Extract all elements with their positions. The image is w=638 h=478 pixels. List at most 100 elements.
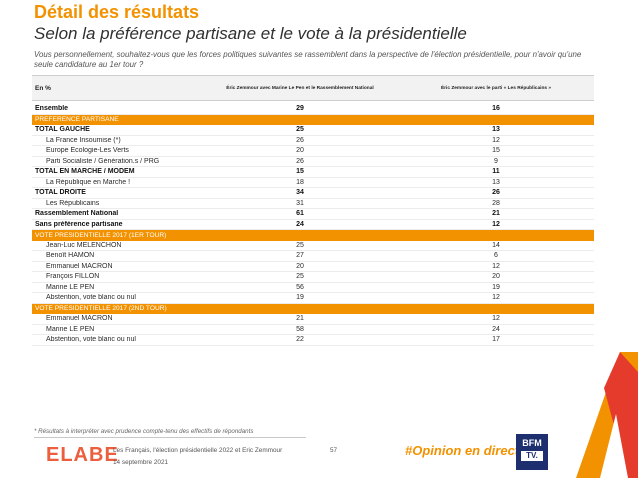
value-lr: 12 bbox=[492, 262, 500, 270]
value-lr: 12 bbox=[492, 220, 500, 228]
table-row: Parti Socialiste / Génération.s / PRG 26 9 bbox=[32, 157, 594, 167]
row-label: TOTAL DROITE bbox=[35, 189, 86, 197]
value-lr: 13 bbox=[492, 126, 500, 134]
value-lr: 26 bbox=[492, 189, 500, 197]
row-label: La France Insoumise (*) bbox=[46, 136, 121, 144]
table-row: Benoît HAMON 27 6 bbox=[32, 251, 594, 262]
row-label: Marine LE PEN bbox=[46, 283, 95, 291]
value-rn: 27 bbox=[296, 252, 304, 260]
footnote-divider bbox=[34, 437, 306, 438]
value-lr: 11 bbox=[492, 168, 500, 176]
table-body: Ensemble 29 16 PREFERENCE PARTISANE TOTAL GA… bbox=[32, 104, 594, 346]
row-label: VOTE PRESIDENTIELLE 2017 (1ER TOUR) bbox=[35, 231, 167, 239]
page-number: 57 bbox=[330, 447, 338, 454]
row-label: François FILLON bbox=[46, 273, 100, 281]
triangle-cutout-shape bbox=[600, 414, 628, 478]
row-label: Emmanuel MACRON bbox=[46, 262, 113, 270]
value-rn: 20 bbox=[296, 147, 304, 155]
value-rn: 24 bbox=[296, 220, 304, 228]
value-rn: 29 bbox=[296, 105, 304, 113]
value-rn: 58 bbox=[296, 325, 304, 333]
table-row: Emmanuel MACRON 20 12 bbox=[32, 262, 594, 272]
value-lr: 13 bbox=[492, 178, 500, 186]
value-lr: 28 bbox=[492, 199, 500, 207]
value-rn: 31 bbox=[296, 199, 304, 207]
section-header-row: PREFERENCE PARTISANE bbox=[32, 114, 594, 125]
row-label: Emmanuel MACRON bbox=[46, 315, 113, 323]
table-row: La République en Marche ! 18 13 bbox=[32, 178, 594, 188]
row-label: Sans préférence partisane bbox=[35, 220, 123, 228]
row-label: Abstention, vote blanc ou nul bbox=[46, 294, 136, 302]
footnote: * Résultats à interpréter avec prudence … bbox=[34, 428, 254, 435]
table-row: Abstention, vote blanc ou nul 22 17 bbox=[32, 335, 594, 346]
value-lr: 12 bbox=[492, 136, 500, 144]
value-rn: 61 bbox=[296, 210, 304, 218]
row-label: Marine LE PEN bbox=[46, 325, 95, 333]
value-rn: 25 bbox=[296, 273, 304, 281]
row-label: VOTE PRESIDENTIELLE 2017 (2ND TOUR) bbox=[35, 305, 167, 313]
column-header-rn: Éric Zemmour avec Marine Le Pen et le Ra… bbox=[226, 85, 374, 91]
table-row: Europe Ecologie-Les Verts 20 15 bbox=[32, 146, 594, 157]
value-rn: 25 bbox=[296, 126, 304, 134]
value-rn: 25 bbox=[296, 241, 304, 249]
value-rn: 22 bbox=[296, 336, 304, 344]
bfmtv-logo: BFM TV. bbox=[516, 434, 548, 470]
value-lr: 12 bbox=[492, 315, 500, 323]
table-row: TOTAL DROITE 34 26 bbox=[32, 188, 594, 199]
opinion-hashtag: #Opinion en direct bbox=[405, 443, 520, 458]
value-lr: 12 bbox=[492, 294, 500, 302]
row-label: Parti Socialiste / Génération.s / PRG bbox=[46, 157, 160, 165]
study-title: Les Français, l'élection présidentielle … bbox=[113, 447, 283, 454]
value-rn: 21 bbox=[296, 315, 304, 323]
value-rn: 15 bbox=[296, 168, 304, 176]
table-row: La France Insoumise (*) 26 12 bbox=[32, 136, 594, 146]
table-row: Jean-Luc MELENCHON 25 14 bbox=[32, 241, 594, 251]
table-row: TOTAL GAUCHE 25 13 bbox=[32, 125, 594, 136]
value-lr: 20 bbox=[492, 273, 500, 281]
value-lr: 19 bbox=[492, 283, 500, 291]
tv-logo-text: TV. bbox=[521, 451, 543, 461]
row-label: TOTAL GAUCHE bbox=[35, 126, 90, 134]
decorative-triangle-icon bbox=[576, 352, 638, 478]
column-header-label: En % bbox=[35, 84, 51, 92]
row-label: Ensemble bbox=[35, 105, 69, 113]
value-rn: 18 bbox=[296, 178, 304, 186]
row-label: Europe Ecologie-Les Verts bbox=[46, 147, 129, 155]
value-rn: 56 bbox=[296, 283, 304, 291]
value-lr: 24 bbox=[492, 325, 500, 333]
section-title: Détail des résultats bbox=[34, 2, 200, 22]
table-row: Marine LE PEN 58 24 bbox=[32, 325, 594, 335]
value-rn: 26 bbox=[296, 157, 304, 165]
value-lr: 15 bbox=[492, 147, 500, 155]
value-rn: 20 bbox=[296, 262, 304, 270]
value-lr: 16 bbox=[492, 105, 500, 113]
table-row: François FILLON 25 20 bbox=[32, 272, 594, 283]
row-label: Abstention, vote blanc ou nul bbox=[46, 336, 136, 344]
elabe-logo: ELABE bbox=[46, 444, 119, 466]
value-rn: 19 bbox=[296, 294, 304, 302]
row-label: Les Républicains bbox=[46, 199, 100, 207]
section-header-row: VOTE PRESIDENTIELLE 2017 (2ND TOUR) bbox=[32, 303, 594, 314]
table-row: Les Républicains 31 28 bbox=[32, 199, 594, 209]
value-lr: 6 bbox=[494, 252, 498, 260]
row-label: Benoît HAMON bbox=[46, 252, 95, 260]
table-row: TOTAL EN MARCHE / MODEM 15 11 bbox=[32, 167, 594, 178]
table-row: Marine LE PEN 56 19 bbox=[32, 283, 594, 293]
section-header-row: VOTE PRESIDENTIELLE 2017 (1ER TOUR) bbox=[32, 230, 594, 241]
value-lr: 14 bbox=[492, 241, 500, 249]
value-lr: 9 bbox=[494, 157, 498, 165]
value-lr: 17 bbox=[492, 336, 500, 344]
question-text: Vous personnellement, souhaitez-vous que… bbox=[34, 50, 582, 69]
table-row: Ensemble 29 16 bbox=[32, 104, 594, 115]
table-header: En % Éric Zemmour avec Marine Le Pen et … bbox=[32, 75, 594, 101]
row-label: Rassemblement National bbox=[35, 210, 119, 218]
table-row: Sans préférence partisane 24 12 bbox=[32, 220, 594, 230]
bfm-logo-text: BFM bbox=[522, 438, 542, 448]
value-rn: 34 bbox=[296, 189, 304, 197]
column-header-lr: Éric Zemmour avec le parti « Les Républi… bbox=[440, 85, 552, 91]
table-row: Abstention, vote blanc ou nul 19 12 bbox=[32, 293, 594, 304]
row-label: PREFERENCE PARTISANE bbox=[35, 116, 119, 124]
page-title: Selon la préférence partisane et le vote… bbox=[34, 24, 467, 43]
row-label: La République en Marche ! bbox=[46, 178, 131, 186]
value-rn: 26 bbox=[296, 136, 304, 144]
